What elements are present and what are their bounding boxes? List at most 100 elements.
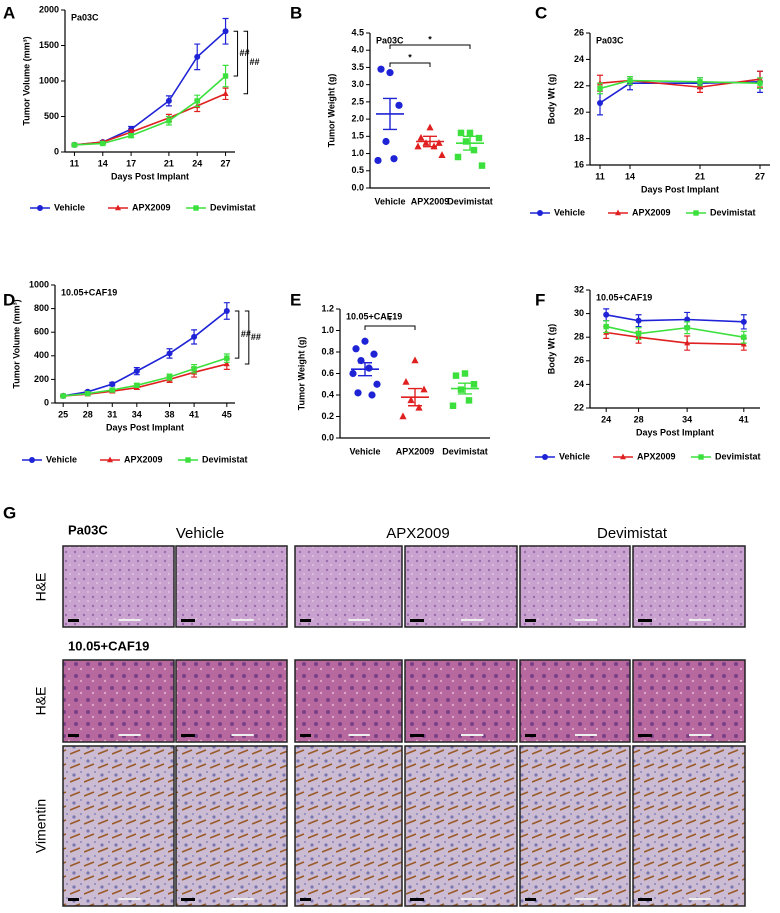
x-tick-label: 25 bbox=[58, 409, 68, 419]
marker bbox=[365, 364, 373, 372]
marker bbox=[29, 457, 35, 463]
y-tick-label: 24 bbox=[574, 379, 584, 389]
marker bbox=[223, 307, 230, 314]
y-tick-label: 30 bbox=[574, 308, 584, 318]
scale-bar bbox=[638, 898, 652, 901]
scale-bar bbox=[118, 734, 141, 736]
marker bbox=[615, 209, 621, 216]
marker bbox=[185, 457, 191, 463]
scale-bar bbox=[231, 898, 254, 900]
y-tick-label: 20 bbox=[574, 107, 584, 117]
x-tick-label: 14 bbox=[625, 171, 635, 181]
scale-bar bbox=[689, 734, 712, 736]
scale-bar bbox=[181, 619, 195, 622]
x-axis-title: Days Post Implant bbox=[106, 422, 184, 432]
marker bbox=[390, 155, 398, 163]
micrograph bbox=[404, 659, 518, 743]
marker bbox=[395, 101, 403, 109]
marker bbox=[597, 79, 603, 86]
marker bbox=[757, 80, 763, 86]
chart-title: 10.05+CAF19 bbox=[596, 292, 652, 302]
scale-bar bbox=[525, 898, 536, 901]
marker bbox=[222, 73, 229, 79]
y-tick-label: 4.5 bbox=[351, 27, 364, 37]
marker bbox=[377, 65, 385, 73]
marker bbox=[684, 325, 690, 331]
annotation: ## bbox=[241, 329, 251, 339]
marker bbox=[740, 318, 747, 325]
scale-bar bbox=[300, 734, 311, 737]
scale-bar bbox=[68, 898, 79, 901]
micrograph bbox=[62, 745, 175, 907]
y-tick-label: 600 bbox=[34, 327, 49, 337]
error-bar bbox=[463, 135, 477, 151]
micrograph bbox=[632, 659, 746, 743]
marker bbox=[166, 350, 173, 357]
y-tick-label: 26 bbox=[574, 355, 584, 365]
micrograph bbox=[519, 745, 631, 907]
micrograph bbox=[632, 545, 746, 628]
y-tick-label: 16 bbox=[574, 159, 584, 169]
panel-letter: E bbox=[290, 290, 301, 309]
x-tick-label: 28 bbox=[83, 409, 93, 419]
x-tick-label: Devimistat bbox=[442, 446, 488, 456]
y-tick-label: 24 bbox=[574, 54, 584, 64]
scale-bar bbox=[575, 734, 597, 736]
chart-title: Pa03C bbox=[71, 12, 99, 22]
y-tick-label: 1500 bbox=[39, 40, 59, 50]
significance-bracket bbox=[389, 44, 471, 49]
marker bbox=[222, 90, 229, 97]
micrograph bbox=[175, 745, 288, 907]
x-tick-label: 34 bbox=[132, 409, 142, 419]
chart-title: 10.05+CAF19 bbox=[61, 287, 117, 297]
marker bbox=[457, 386, 465, 393]
scale-bar bbox=[638, 734, 652, 737]
marker bbox=[417, 133, 425, 141]
micrograph bbox=[62, 545, 175, 628]
marker bbox=[60, 393, 66, 399]
marker bbox=[399, 412, 407, 420]
y-tick-label: 0 bbox=[44, 397, 49, 407]
marker bbox=[537, 210, 543, 216]
y-tick-label: 0 bbox=[54, 146, 59, 156]
legend-label: APX2009 bbox=[632, 207, 671, 217]
marker bbox=[386, 69, 394, 77]
series-line bbox=[606, 331, 744, 346]
x-tick-label: 27 bbox=[221, 158, 231, 168]
chart-title: Pa03C bbox=[376, 35, 404, 45]
marker bbox=[166, 118, 172, 124]
series-line bbox=[599, 79, 761, 90]
marker bbox=[222, 28, 229, 35]
micrograph bbox=[404, 745, 518, 907]
column-header: Devimistat bbox=[597, 525, 668, 542]
micrograph bbox=[175, 545, 288, 628]
panel-letter: D bbox=[3, 290, 15, 309]
marker bbox=[461, 370, 469, 377]
scale-bar bbox=[118, 898, 141, 900]
marker bbox=[100, 140, 106, 147]
y-tick-label: 0.0 bbox=[351, 182, 364, 192]
marker bbox=[402, 377, 410, 385]
marker bbox=[454, 153, 462, 161]
marker bbox=[107, 456, 113, 463]
x-axis-title: Days Post Implant bbox=[111, 171, 189, 181]
marker bbox=[470, 381, 478, 388]
marker bbox=[627, 77, 633, 84]
legend-label: Devimistat bbox=[210, 202, 256, 212]
error-bar bbox=[458, 382, 472, 395]
significance-bracket bbox=[243, 30, 249, 95]
y-tick-label: 1.0 bbox=[321, 325, 334, 335]
marker bbox=[426, 123, 434, 131]
y-tick-label: 400 bbox=[34, 350, 49, 360]
scale-bar bbox=[118, 619, 141, 621]
scale-bar bbox=[410, 734, 424, 737]
row-label: H&E bbox=[33, 573, 49, 602]
y-tick-label: 22 bbox=[574, 402, 584, 412]
series-line bbox=[606, 313, 744, 323]
y-tick-label: 3.0 bbox=[351, 79, 364, 89]
marker bbox=[684, 339, 691, 346]
scale-bar bbox=[300, 619, 311, 622]
marker bbox=[465, 397, 473, 404]
series-line bbox=[606, 325, 744, 338]
